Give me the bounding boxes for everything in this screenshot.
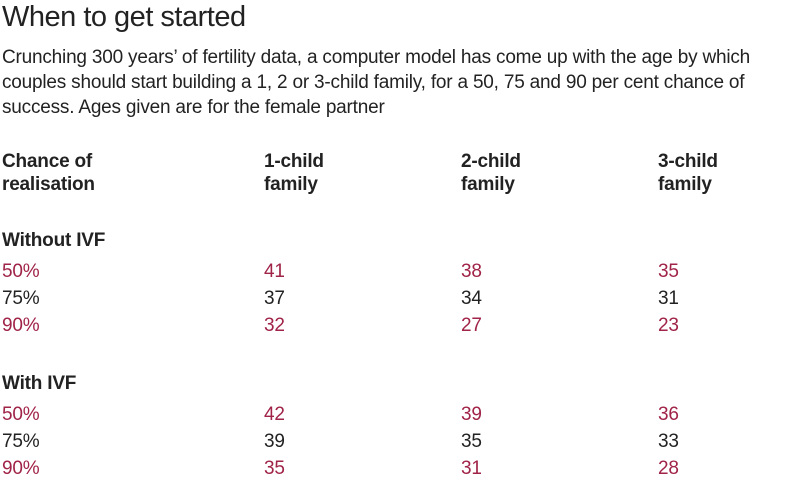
table-row: 50% 42 39 36 xyxy=(2,401,800,428)
chance-cell: 50% xyxy=(2,404,40,425)
age-cell-2-child: 34 xyxy=(461,288,482,309)
table-row: 90% 35 31 28 xyxy=(2,455,800,477)
age-cell-1-child: 41 xyxy=(264,261,285,282)
age-cell-1-child: 37 xyxy=(264,288,285,309)
section-header: With IVF xyxy=(2,373,77,394)
age-cell-1-child: 35 xyxy=(264,458,285,477)
section-rows: 50% 42 39 36 75% 39 35 33 90% 35 31 28 xyxy=(2,401,800,477)
age-cell-1-child: 42 xyxy=(264,404,285,425)
column-header-line: 1-child xyxy=(264,151,324,172)
section-rows: 50% 41 38 35 75% 37 34 31 90% 32 27 23 xyxy=(2,258,800,339)
table-row: 75% 39 35 33 xyxy=(2,428,800,455)
age-cell-3-child: 23 xyxy=(658,315,679,336)
page-title: When to get started xyxy=(2,1,246,33)
chance-cell: 90% xyxy=(2,458,40,477)
column-header-chance: Chance of realisation xyxy=(2,150,264,196)
column-header-line: 2-child xyxy=(461,151,521,172)
age-cell-3-child: 31 xyxy=(658,288,679,309)
description-text: Crunching 300 years’ of fertility data, … xyxy=(2,47,751,118)
age-cell-3-child: 36 xyxy=(658,404,679,425)
section-header: Without IVF xyxy=(2,230,106,251)
column-header-line: Chance of xyxy=(2,151,93,172)
section-with-ivf: With IVF 50% 42 39 36 75% 39 35 33 90% 3… xyxy=(2,373,800,477)
age-cell-1-child: 39 xyxy=(264,431,285,452)
chance-cell: 75% xyxy=(2,431,40,452)
column-header-line: realisation xyxy=(2,174,95,195)
column-header-line: family xyxy=(264,174,318,195)
age-cell-2-child: 31 xyxy=(461,458,482,477)
age-cell-3-child: 28 xyxy=(658,458,679,477)
column-header-line: family xyxy=(461,174,515,195)
section-without-ivf: Without IVF 50% 41 38 35 75% 37 34 31 90… xyxy=(2,230,800,339)
chance-cell: 50% xyxy=(2,261,40,282)
age-cell-3-child: 33 xyxy=(658,431,679,452)
column-header-3-child: 3-child family xyxy=(658,150,800,196)
age-cell-2-child: 27 xyxy=(461,315,482,336)
table-header-row: Chance of realisation 1-child family 2-c… xyxy=(2,150,800,196)
age-cell-2-child: 35 xyxy=(461,431,482,452)
age-cell-3-child: 35 xyxy=(658,261,679,282)
column-header-2-child: 2-child family xyxy=(461,150,658,196)
age-cell-2-child: 39 xyxy=(461,404,482,425)
column-header-line: family xyxy=(658,174,712,195)
age-cell-1-child: 32 xyxy=(264,315,285,336)
table-row: 50% 41 38 35 xyxy=(2,258,800,285)
table-row: 90% 32 27 23 xyxy=(2,312,800,339)
age-cell-2-child: 38 xyxy=(461,261,482,282)
column-header-line: 3-child xyxy=(658,151,718,172)
column-header-1-child: 1-child family xyxy=(264,150,461,196)
table-row: 75% 37 34 31 xyxy=(2,285,800,312)
fertility-table: Chance of realisation 1-child family 2-c… xyxy=(2,150,800,477)
chance-cell: 75% xyxy=(2,288,40,309)
chance-cell: 90% xyxy=(2,315,40,336)
